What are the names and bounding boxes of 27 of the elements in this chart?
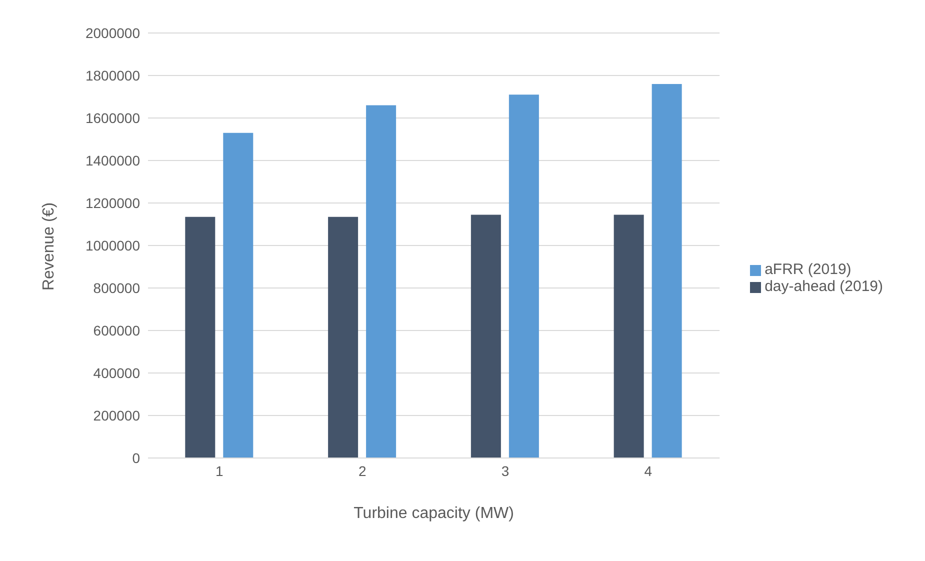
bar — [470, 214, 501, 458]
y-tick-label: 0 — [132, 450, 140, 466]
x-tick-label: 1 — [216, 462, 224, 479]
bar — [366, 105, 396, 458]
legend-label: day-ahead (2019) — [764, 278, 883, 295]
y-tick-label: 1400000 — [85, 152, 140, 168]
x-tick-label: 4 — [644, 462, 652, 479]
bar — [652, 84, 682, 458]
bar — [185, 216, 216, 458]
y-tick-label: 800000 — [93, 280, 140, 296]
y-tick-label: 1200000 — [85, 194, 140, 211]
y-tick-label: 2000000 — [85, 24, 140, 41]
x-tick-label: 2 — [358, 462, 366, 479]
y-tick-label: 200000 — [93, 407, 140, 424]
y-tick-label: 1600000 — [85, 110, 140, 126]
bar — [328, 216, 358, 458]
y-axis-title: Revenue (€) — [40, 202, 58, 290]
x-axis-title: Turbine capacity (MW) — [354, 505, 514, 522]
y-tick-label: 1000000 — [85, 237, 140, 254]
y-tick-label: 1800000 — [85, 67, 140, 84]
x-tick-label: 3 — [501, 462, 510, 479]
legend-label: aFRR (2019) — [764, 261, 852, 278]
bar — [508, 94, 539, 458]
bar — [223, 132, 254, 458]
y-tick-label: 400000 — [93, 364, 140, 381]
bar — [614, 214, 644, 458]
y-tick-label: 600000 — [93, 322, 140, 338]
